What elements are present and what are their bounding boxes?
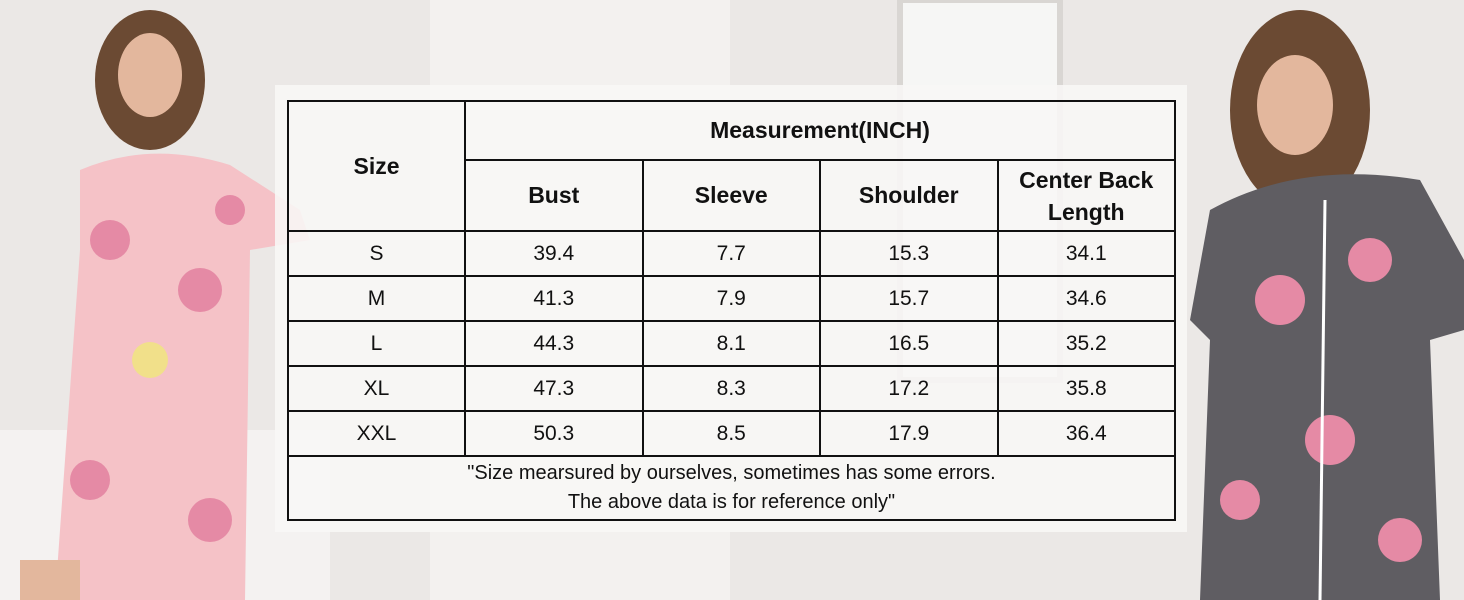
table-row: S 39.4 7.7 15.3 34.1 — [287, 230, 1176, 277]
value-cell: 35.2 — [996, 320, 1176, 367]
value-cell: 41.3 — [464, 275, 644, 322]
measurement-header: Measurement(INCH) — [464, 100, 1176, 161]
right-model — [1190, 10, 1464, 600]
value-cell: 44.3 — [464, 320, 644, 367]
column-header-sleeve: Sleeve — [641, 159, 821, 232]
value-cell: 50.3 — [464, 410, 644, 457]
left-model — [20, 10, 310, 600]
value-cell: 34.1 — [996, 230, 1176, 277]
value-cell: 16.5 — [819, 320, 999, 367]
size-cell: XL — [287, 365, 466, 412]
size-cell: XXL — [287, 410, 466, 457]
value-cell: 17.9 — [819, 410, 999, 457]
note-line-1: "Size mearsured by ourselves, sometimes … — [467, 462, 996, 484]
value-cell: 39.4 — [464, 230, 644, 277]
column-header-bust: Bust — [464, 159, 644, 232]
value-cell: 8.1 — [641, 320, 821, 367]
size-cell: S — [287, 230, 466, 277]
value-cell: 36.4 — [996, 410, 1176, 457]
table-row: L 44.3 8.1 16.5 35.2 — [287, 320, 1176, 367]
value-cell: 8.3 — [641, 365, 821, 412]
value-cell: 15.7 — [819, 275, 999, 322]
value-cell: 17.2 — [819, 365, 999, 412]
value-cell: 47.3 — [464, 365, 644, 412]
value-cell: 7.9 — [641, 275, 821, 322]
size-cell: M — [287, 275, 466, 322]
value-cell: 15.3 — [819, 230, 999, 277]
size-header: Size — [287, 100, 466, 232]
table-row: M 41.3 7.9 15.7 34.6 — [287, 275, 1176, 322]
size-cell: L — [287, 320, 466, 367]
column-header-shoulder: Shoulder — [819, 159, 999, 232]
value-cell: 35.8 — [996, 365, 1176, 412]
value-cell: 8.5 — [641, 410, 821, 457]
disclaimer-note: "Size mearsured by ourselves, sometimes … — [287, 455, 1176, 521]
value-cell: 34.6 — [996, 275, 1176, 322]
value-cell: 7.7 — [641, 230, 821, 277]
table-row: XL 47.3 8.3 17.2 35.8 — [287, 365, 1176, 412]
column-header-length: Center Back Length — [996, 159, 1176, 232]
note-line-2: The above data is for reference only" — [567, 491, 896, 513]
size-chart-table: Size Measurement(INCH) Bust Sleeve Shoul… — [287, 100, 1176, 521]
table-row: XXL 50.3 8.5 17.9 36.4 — [287, 410, 1176, 457]
